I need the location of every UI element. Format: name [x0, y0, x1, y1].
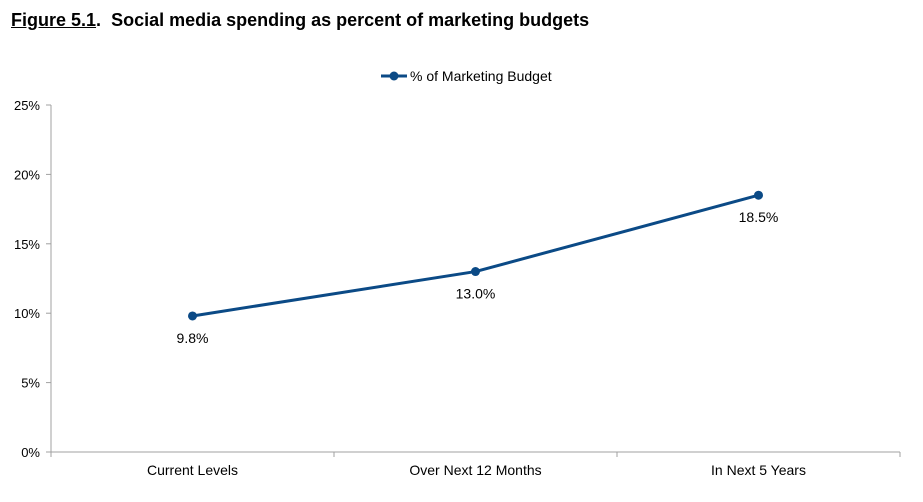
legend-marker-swatch	[389, 71, 399, 81]
data-label: 18.5%	[739, 209, 779, 225]
y-tick-label: 20%	[14, 167, 40, 182]
figure-number: Figure 5.1	[11, 10, 97, 30]
y-tick-label: 10%	[14, 306, 40, 321]
data-point	[188, 311, 197, 321]
y-tick-label: 0%	[21, 445, 40, 460]
data-label: 13.0%	[456, 286, 496, 302]
y-tick-label: 5%	[21, 376, 40, 391]
figure-title: Figure 5.1. Social media spending as per…	[11, 10, 589, 31]
data-point	[754, 190, 763, 200]
y-tick-label: 15%	[14, 237, 40, 252]
y-tick-label: 25%	[14, 98, 40, 113]
data-point	[471, 267, 480, 277]
x-tick-label: Current Levels	[147, 462, 238, 478]
data-label: 9.8%	[177, 330, 209, 346]
x-tick-label: Over Next 12 Months	[409, 462, 541, 478]
legend-label: % of Marketing Budget	[410, 68, 552, 84]
figure-separator: .	[96, 10, 102, 30]
figure-title-text: Social media spending as percent of mark…	[111, 10, 590, 30]
x-tick-label: In Next 5 Years	[711, 462, 806, 478]
